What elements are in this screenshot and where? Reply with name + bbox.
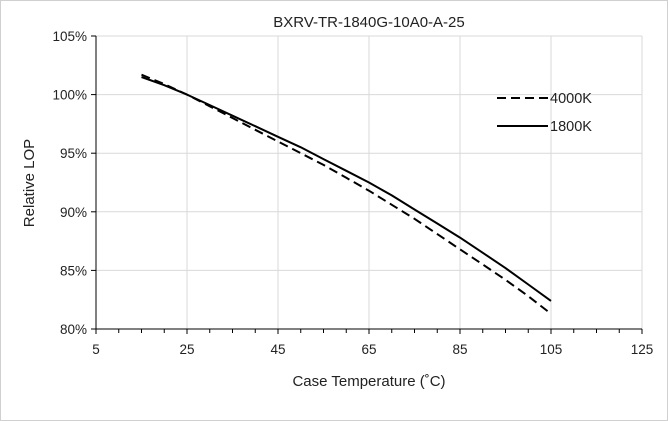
series-line-4000k	[141, 73, 552, 315]
y-tick-label: 85%	[60, 263, 87, 278]
x-tick-label: 85	[452, 342, 467, 357]
y-tick-label: 105%	[52, 29, 87, 44]
y-tick-label: 95%	[60, 146, 87, 161]
x-tick-label: 105	[540, 342, 563, 357]
y-tick-label: 100%	[52, 88, 87, 103]
series-lines	[141, 73, 552, 315]
x-tick-label: 125	[631, 342, 654, 357]
x-tick-label: 5	[92, 342, 100, 357]
x-tick-label: 25	[179, 342, 194, 357]
y-tick-label: 80%	[60, 322, 87, 337]
x-ticks: 5 25 45 65 85 105 125	[92, 329, 653, 357]
legend-label-1800k: 1800K	[550, 119, 592, 135]
legend-label-4000k: 4000K	[550, 91, 592, 107]
y-tick-label: 90%	[60, 205, 87, 220]
y-ticks: 80% 85% 90% 95% 100% 105%	[52, 29, 96, 337]
legend: 4000K 1800K	[497, 91, 592, 135]
x-tick-label: 65	[361, 342, 376, 357]
x-axis-label: Case Temperature (˚C)	[292, 373, 445, 390]
y-axis-label: Relative LOP	[21, 139, 38, 227]
x-tick-label: 45	[270, 342, 285, 357]
series-line-1800k	[141, 76, 552, 302]
chart-title: BXRV-TR-1840G-10A0-A-25	[273, 14, 464, 31]
